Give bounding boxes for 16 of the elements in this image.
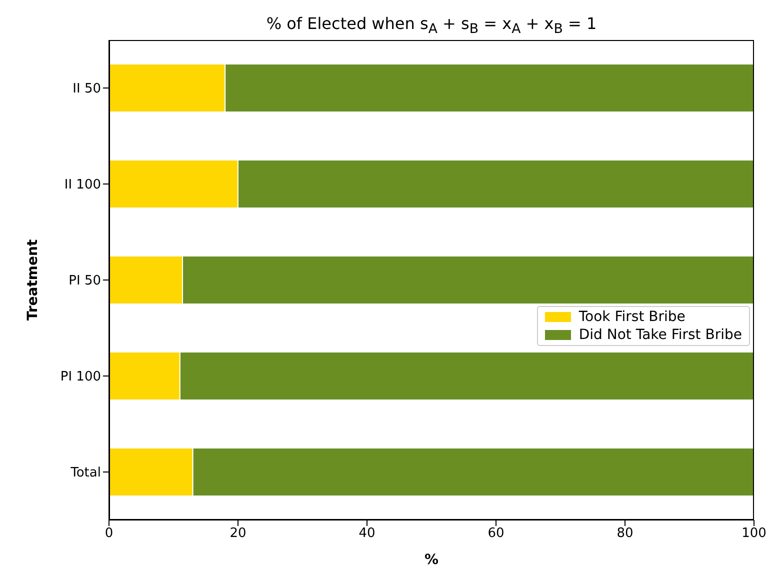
y-tick-label: PI 100 xyxy=(60,370,101,385)
x-tick-label: 40 xyxy=(358,526,376,542)
legend-label: Took First Bribe xyxy=(578,308,686,326)
x-tick-label: 20 xyxy=(230,526,246,542)
x-tick-label: 100 xyxy=(742,526,766,542)
x-tick-label: 80 xyxy=(616,526,634,542)
y-tick-label: PI 50 xyxy=(68,274,101,289)
legend-label: Did Not Take First Bribe xyxy=(578,326,742,344)
y-tick-label: II 100 xyxy=(64,178,101,193)
chart-title: % of Elected when s$_{A}$ + s$_{B}$ = x$_{A}$ + x$_{B}$ = 1 xyxy=(266,14,597,38)
x-tick-label: 60 xyxy=(488,526,504,542)
x-tick-label: 0 xyxy=(104,526,114,542)
x-axis-title: % xyxy=(424,552,439,568)
y-tick-label: Total xyxy=(70,466,101,481)
y-tick-label: II 50 xyxy=(72,82,101,97)
y-axis-title: Treatment xyxy=(24,239,41,321)
